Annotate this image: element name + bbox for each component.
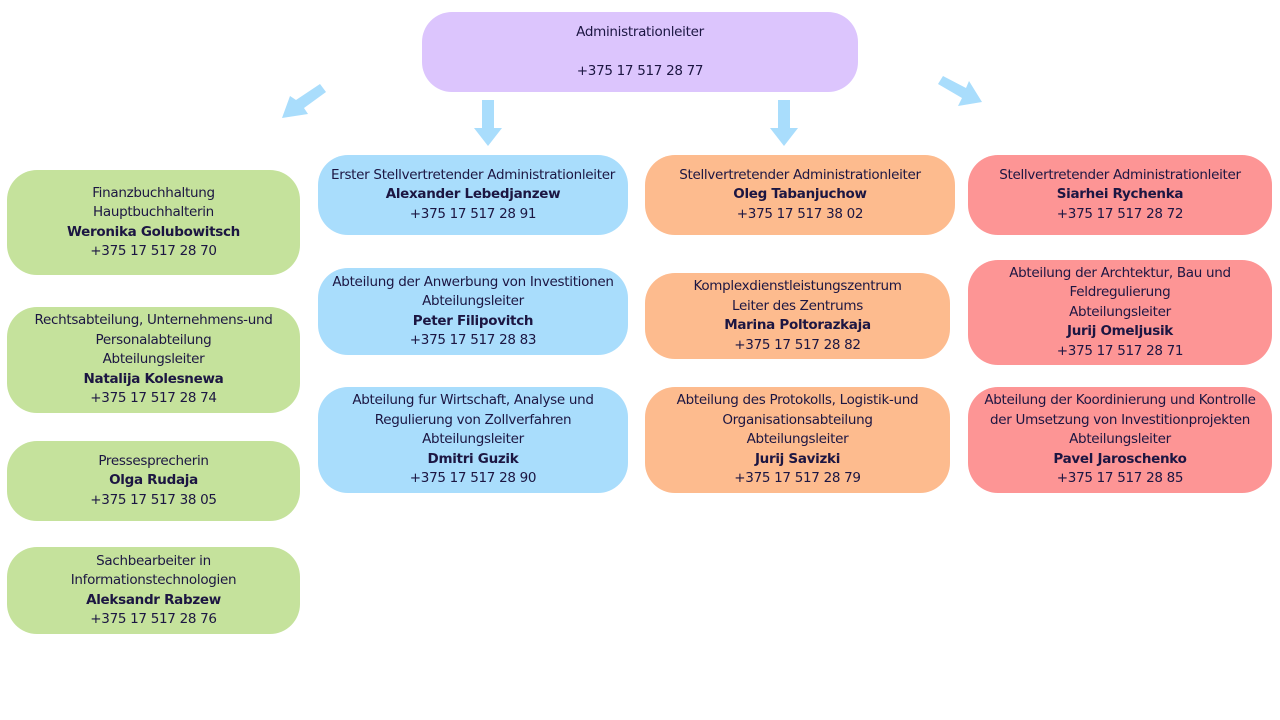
department-label: Pressesprecherin — [98, 452, 209, 469]
department-label: Abteilungsleiter — [422, 293, 524, 309]
person-name: Pavel Jaroschenko — [1053, 450, 1187, 467]
department-label: Personalabteilung — [95, 331, 212, 348]
department-label: Stellvertretender Administrationleiter — [999, 166, 1241, 183]
phone-number: +375 17 517 28 71 — [1056, 342, 1184, 359]
department-label: der Umsetzung von Investitionprojekten — [989, 411, 1251, 428]
red-department-box: Stellvertretender Administrationleiter Si… — [968, 155, 1272, 235]
phone-number: +375 17 517 28 72 — [1056, 205, 1184, 222]
blue-department-box: Abteilung fur Wirtschaft, Analyse und Reg… — [318, 387, 628, 493]
green-department-box: Rechtsabteilung, Unternehmens-und Persona… — [7, 307, 300, 413]
department-label: Abteilungsleiter — [102, 351, 205, 368]
department-label: Hauptbuchhalterin — [93, 204, 214, 220]
person-name: Dmitri Guzik — [427, 450, 519, 467]
arrow-down-right-icon — [938, 76, 982, 106]
red-department-box: Abteilung der Archtektur, Bau und Feldreg… — [968, 260, 1272, 365]
phone-number: +375 17 517 28 76 — [90, 611, 217, 627]
person-name: Oleg Tabanjuchow — [733, 186, 867, 203]
person-name: Jurij Omeljusik — [1067, 323, 1173, 340]
department-label: Abteilungsleiter — [422, 431, 524, 448]
department-label: Sachbearbeiter in — [96, 552, 211, 569]
blue-department-box: Abteilung der Anwerbung von Investitione… — [318, 268, 628, 355]
department-label: Abteilung der Anwerbung von Investitione… — [332, 273, 614, 290]
phone-number: +375 17 517 28 70 — [90, 243, 217, 259]
phone-number: +375 17 517 28 74 — [90, 390, 217, 407]
head-phone: +375 17 517 28 77 — [576, 62, 704, 79]
arrow-down-icon — [770, 100, 798, 146]
person-name: Jurij Savizki — [754, 450, 841, 467]
phone-number: +375 17 517 28 82 — [734, 336, 861, 353]
arrow-down-icon — [474, 100, 502, 146]
department-label: Erster Stellvertretender Administrationl… — [330, 166, 616, 183]
department-label: Organisationsabteilung — [722, 411, 873, 428]
phone-number: +375 17 517 28 91 — [409, 205, 537, 222]
person-name: Natalija Kolesnewa — [83, 370, 224, 387]
phone-number: +375 17 517 38 05 — [90, 491, 217, 508]
department-label: Informationstechnologien — [70, 572, 237, 588]
department-label: Abteilungsleiter — [1069, 431, 1171, 448]
phone-number: +375 17 517 28 85 — [1056, 470, 1184, 487]
department-label: Abteilung der Koordinierung und Kontroll… — [984, 392, 1256, 409]
red-department-box: Abteilung der Koordinierung und Kontroll… — [968, 387, 1272, 493]
orange-department-box: Komplexdienstleistungszentrum Leiter des … — [645, 273, 950, 359]
department-label: Feldregulierung — [1069, 284, 1171, 301]
department-label: Abteilungsleiter — [1069, 303, 1171, 320]
person-name: Peter Filipovitch — [412, 312, 534, 329]
person-name: Siarhei Rychenka — [1056, 186, 1184, 203]
department-label: Finanzbuchhaltung — [92, 184, 215, 201]
department-label: Abteilung fur Wirtschaft, Analyse und — [352, 392, 594, 409]
department-label: Abteilungsleiter — [746, 431, 849, 448]
green-department-box: Finanzbuchhaltung Hauptbuchhalterin Weroni… — [7, 170, 300, 275]
arrow-down-left-icon — [282, 84, 326, 118]
blue-department-box: Erster Stellvertretender Administrationl… — [318, 155, 628, 235]
person-name: Aleksandr Rabzew — [86, 591, 221, 608]
head-box: Administrationleiter +375 17 517 28 77 — [422, 12, 858, 92]
person-name: Marina Poltorazkaja — [724, 317, 871, 333]
green-department-box: Sachbearbeiter in Informationstechnologie… — [7, 547, 300, 634]
phone-number: +375 17 517 28 83 — [409, 332, 537, 348]
orange-department-box: Stellvertretender Administrationleiter Ol… — [645, 155, 955, 235]
department-label: Rechtsabteilung, Unternehmens-und — [34, 312, 273, 329]
department-label: Abteilung des Protokolls, Logistik-und — [676, 392, 919, 409]
green-department-box: Pressesprecherin Olga Rudaja +375 17 517 3… — [7, 441, 300, 521]
person-name: Alexander Lebedjanzew — [385, 186, 561, 203]
department-label: Leiter des Zentrums — [732, 297, 863, 314]
department-label: Komplexdienstleistungszentrum — [693, 278, 902, 294]
phone-number: +375 17 517 38 02 — [736, 205, 864, 222]
head-title: Administrationleiter — [576, 24, 704, 40]
department-label: Stellvertretender Administrationleiter — [679, 166, 921, 183]
department-label: Abteilung der Archtektur, Bau und — [1009, 264, 1231, 281]
person-name: Olga Rudaja — [109, 472, 198, 489]
phone-number: +375 17 517 28 90 — [409, 470, 537, 487]
department-label: Regulierung von Zollverfahren — [374, 411, 572, 428]
person-name: Weronika Golubowitsch — [67, 223, 240, 240]
orange-department-box: Abteilung des Protokolls, Logistik-und Or… — [645, 387, 950, 493]
phone-number: +375 17 517 28 79 — [734, 470, 861, 487]
